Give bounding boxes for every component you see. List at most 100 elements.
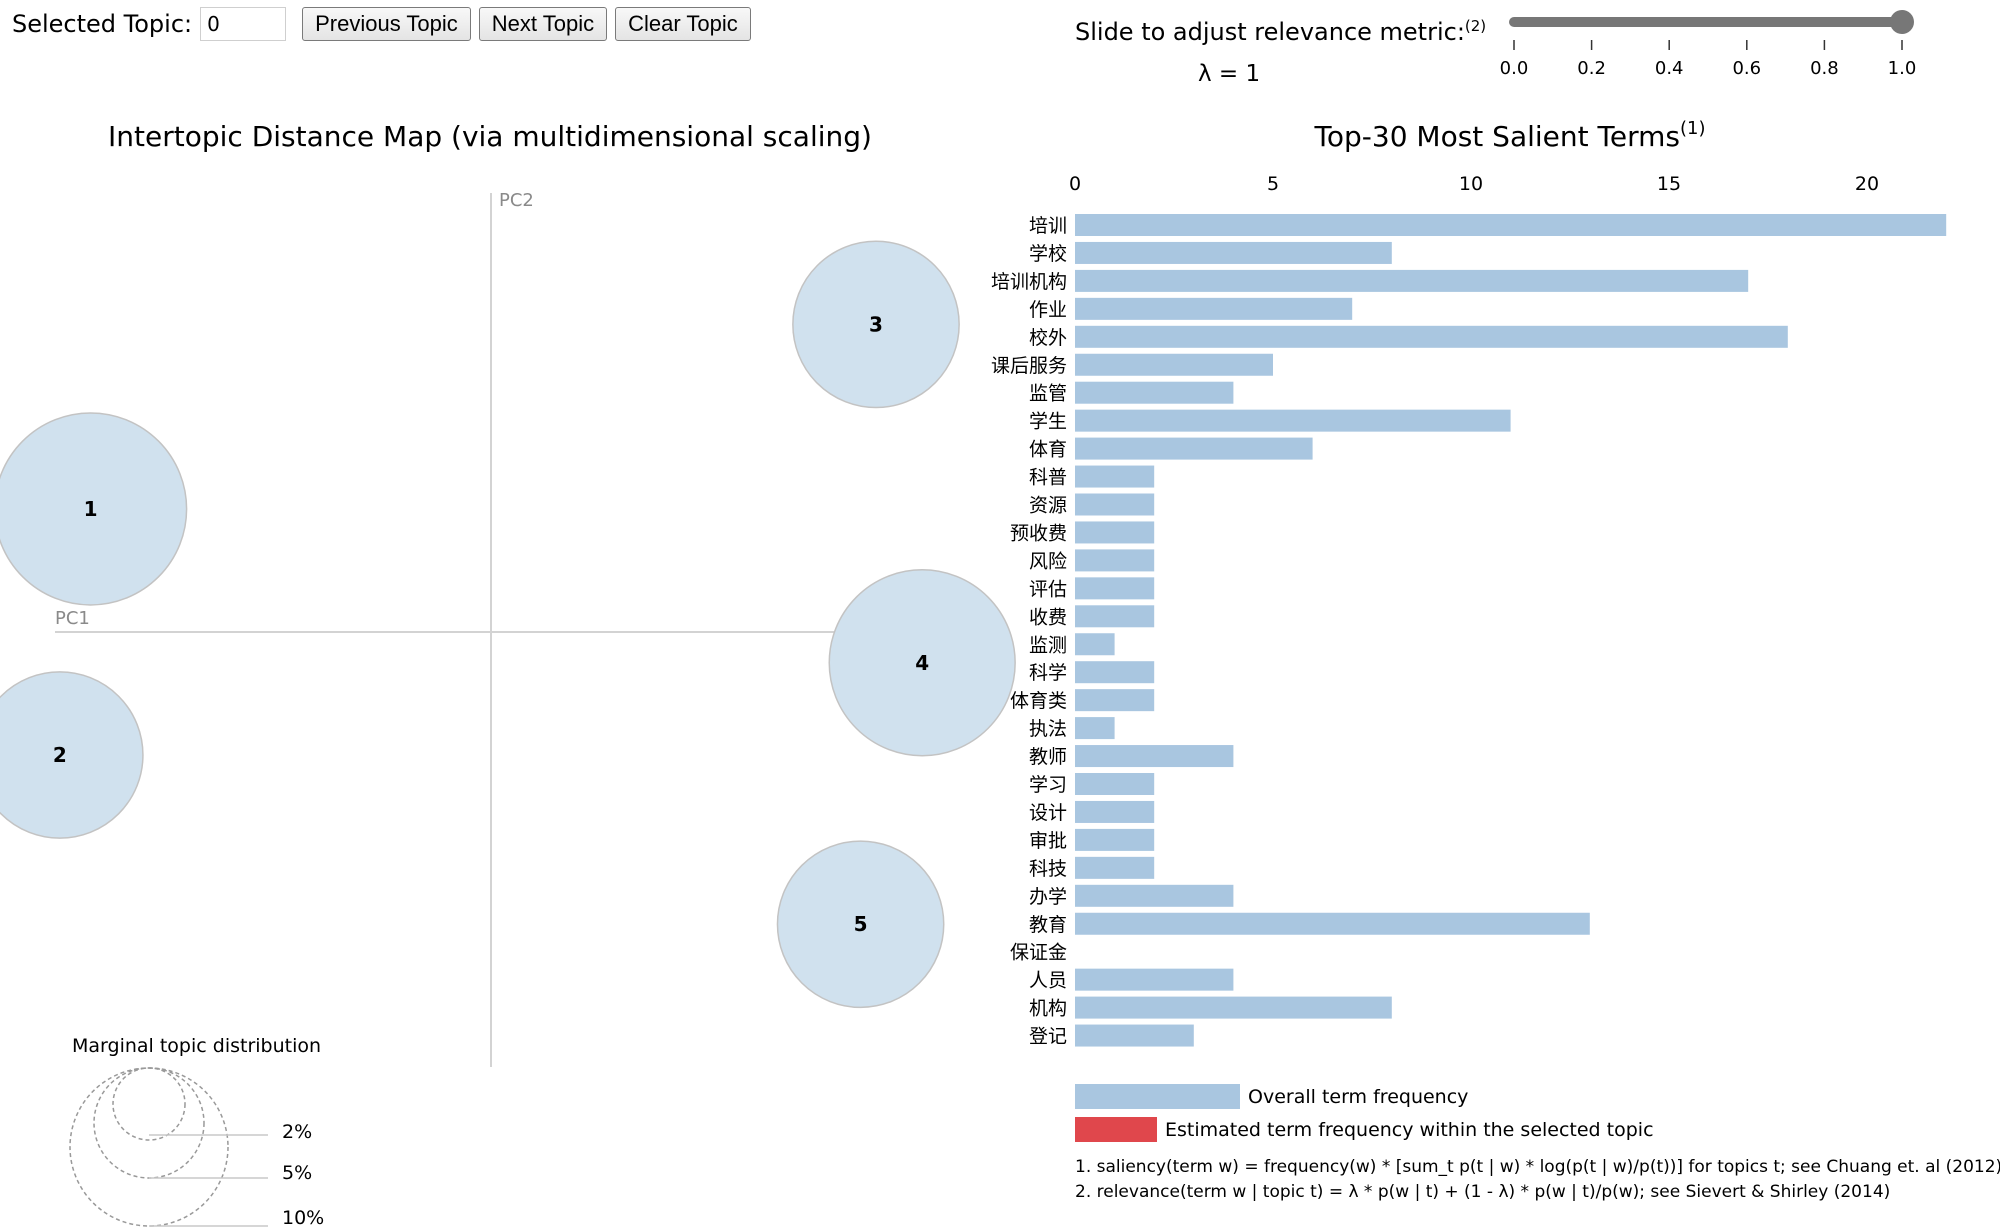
x-tick-label: 20 [1855,173,1879,195]
term-label[interactable]: 收费 [1029,606,1067,628]
term-label[interactable]: 保证金 [1010,942,1067,964]
slider-tick-label: 0.0 [1500,58,1529,79]
term-bar[interactable] [1075,381,1234,404]
term-bar[interactable] [1075,633,1115,656]
topic-circle[interactable] [792,240,960,409]
term-label[interactable]: 设计 [1029,802,1067,824]
marginal-circle-5pct [93,1067,205,1179]
term-label[interactable]: 风险 [1029,550,1067,572]
previous-topic-button[interactable]: Previous Topic [302,7,471,41]
pc1-label: PC1 [55,608,90,629]
selected-topic-label: Selected Topic: [12,10,193,38]
term-label[interactable]: 监管 [1029,383,1067,405]
term-bar[interactable] [1075,773,1155,795]
term-bar[interactable] [1075,800,1155,823]
term-label[interactable]: 作业 [1029,299,1067,321]
term-label[interactable]: 培训机构 [991,271,1067,293]
term-bar[interactable] [1075,465,1155,488]
marginal-label-2pct: 2% [282,1121,312,1143]
slider-tick-label: 0.6 [1732,58,1761,79]
term-bar[interactable] [1075,437,1313,460]
x-tick-label: 5 [1267,173,1279,195]
legend-overall-label: Overall term frequency [1248,1086,1468,1108]
selected-topic-input[interactable] [200,7,287,41]
topic-circle-group[interactable]: 5 [776,840,945,1009]
term-label[interactable]: 资源 [1029,495,1067,517]
term-bar[interactable] [1075,605,1155,628]
term-bar[interactable] [1075,828,1155,851]
next-topic-button[interactable]: Next Topic [478,7,608,41]
topic-circle[interactable] [776,840,945,1009]
topic-circle-group[interactable]: 4 [828,569,1016,757]
pc2-label: PC2 [499,190,534,211]
slider-tick-label: 0.8 [1810,58,1839,79]
term-bar[interactable] [1075,353,1273,376]
term-bar[interactable] [1075,409,1511,432]
topic-circle-group[interactable]: 2 [0,671,144,839]
term-bar[interactable] [1075,856,1155,879]
marginal-circle-2pct [112,1067,186,1141]
term-label[interactable]: 机构 [1029,998,1067,1020]
topic-circle-label: 3 [869,312,883,336]
term-label[interactable]: 执法 [1029,718,1067,740]
term-bar[interactable] [1075,996,1392,1019]
term-label[interactable]: 科技 [1029,858,1067,880]
term-bar[interactable] [1075,912,1590,935]
topic-circle-group[interactable]: 1 [0,412,188,606]
term-label[interactable]: 科学 [1029,662,1067,684]
topic-circle-group[interactable]: 3 [792,240,960,409]
clear-topic-button[interactable]: Clear Topic [615,7,751,41]
slider-tick-label: 1.0 [1888,58,1917,79]
term-bar[interactable] [1075,297,1353,320]
salient-terms-footnote: (1) [1680,118,1706,139]
term-label[interactable]: 人员 [1029,970,1067,992]
topic-circle[interactable] [828,569,1016,757]
term-label[interactable]: 预收费 [1010,522,1067,544]
lambda-value-text: λ = 1 [1198,61,1260,87]
term-label[interactable]: 体育类 [1010,690,1067,712]
term-label[interactable]: 教师 [1029,746,1067,768]
term-label[interactable]: 审批 [1029,830,1067,852]
term-label[interactable]: 体育 [1029,439,1067,461]
marginal-distribution-legend: Marginal topic distribution 2% 5% 10% [69,1035,324,1229]
term-label[interactable]: 科普 [1029,467,1067,489]
topic-circles: 1 2 3 4 5 [0,240,1016,1009]
term-bar[interactable] [1075,884,1234,907]
slider-ticks: 0.0 0.2 0.4 0.6 0.8 1.0 [1500,40,1917,79]
term-bar[interactable] [1075,661,1155,684]
term-bar[interactable] [1075,745,1234,768]
term-bar[interactable] [1075,269,1749,292]
term-label[interactable]: 学生 [1029,411,1067,433]
legend-selected-swatch [1075,1117,1157,1142]
term-bar[interactable] [1075,1024,1194,1047]
term-bar[interactable] [1075,521,1155,544]
marginal-label-10pct: 10% [282,1207,324,1229]
topic-circle[interactable] [0,412,188,606]
legend-selected-label: Estimated term frequency within the sele… [1165,1119,1654,1141]
slider-label: Slide to adjust relevance metric: [1075,18,1465,46]
term-bar[interactable] [1075,493,1155,516]
term-bar[interactable] [1075,577,1155,600]
term-label[interactable]: 学校 [1029,243,1067,265]
term-label[interactable]: 学习 [1029,774,1067,796]
term-label[interactable]: 评估 [1029,578,1067,600]
term-label[interactable]: 培训 [1029,215,1067,237]
term-label[interactable]: 课后服务 [991,355,1067,377]
topic-circle[interactable] [0,671,144,839]
term-label[interactable]: 登记 [1029,1026,1067,1048]
term-bar[interactable] [1075,717,1115,740]
term-bar[interactable] [1075,968,1234,991]
term-label[interactable]: 办学 [1029,886,1067,908]
term-bar[interactable] [1075,689,1155,712]
slider-handle[interactable] [1890,10,1914,34]
term-bar[interactable] [1075,214,1947,236]
term-bar[interactable] [1075,549,1155,572]
term-bar[interactable] [1075,325,1788,348]
term-label[interactable]: 教育 [1029,914,1067,936]
saliency-footnote: 1. saliency(term w) = frequency(w) * [su… [1075,1157,2000,1177]
term-bar[interactable] [1075,241,1392,264]
term-label[interactable]: 校外 [1029,327,1067,349]
term-label[interactable]: 监测 [1029,634,1067,656]
x-tick-label: 15 [1657,173,1681,195]
